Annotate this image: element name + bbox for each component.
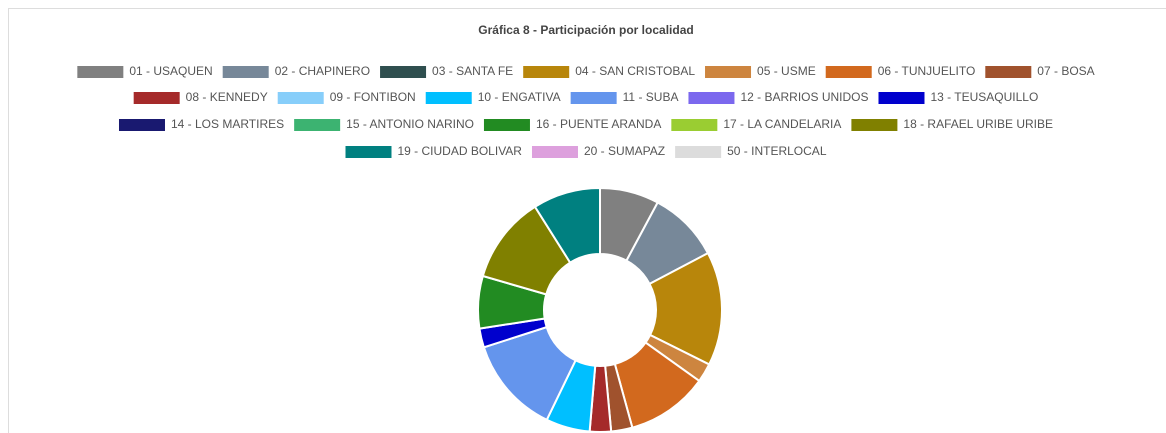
legend-label: 16 - PUENTE ARANDA: [536, 117, 661, 131]
legend-swatch: [671, 119, 718, 131]
legend-swatch: [523, 66, 570, 78]
legend-label: 08 - KENNEDY: [186, 90, 268, 104]
legend-label: 04 - SAN CRISTOBAL: [575, 64, 695, 78]
legend-row: 08 - KENNEDY 09 - FONTIBON 10 - ENGATIVA 11…: [133, 90, 1038, 104]
legend-label: 19 - CIUDAD BOLIVAR: [398, 144, 523, 158]
legend-swatch: [425, 92, 472, 104]
legend-label: 03 - SANTA FE: [432, 64, 513, 78]
legend-swatch: [77, 66, 124, 78]
donut-slice: [533, 186, 601, 264]
legend-label: 02 - CHAPINERO: [275, 64, 370, 78]
legend-label: 14 - LOS MARTIRES: [171, 117, 284, 131]
legend-swatch: [133, 92, 180, 104]
legend-label: 09 - FONTIBON: [330, 90, 416, 104]
legend-row: 14 - LOS MARTIRES 15 - ANTONIO NARINO 16 -…: [118, 117, 1053, 131]
legend-swatch: [825, 66, 872, 78]
legend-row: 19 - CIUDAD BOLIVAR 20 - SUMAPAZ 50 - INTE…: [345, 144, 827, 158]
legend-swatch: [483, 119, 530, 131]
legend-label: 05 - USME: [757, 64, 816, 78]
legend-label: 13 - TEUSAQUILLO: [930, 90, 1038, 104]
legend-label: 06 - TUNJUELITO: [878, 64, 976, 78]
legend-label: 10 - ENGATIVA: [478, 90, 561, 104]
legend-swatch: [277, 92, 324, 104]
legend-swatch: [570, 92, 617, 104]
legend-swatch: [688, 92, 735, 104]
legend-row: 01 - USAQUEN 02 - CHAPINERO 03 - SANTA FE 0…: [77, 64, 1095, 78]
legend-label: 17 - LA CANDELARIA: [723, 117, 841, 131]
legend-swatch: [380, 66, 427, 78]
legend-swatch: [985, 66, 1032, 78]
legend-swatch: [878, 92, 925, 104]
chart-title: Gráfica 8 - Participación por localidad: [478, 23, 693, 37]
legend-label: 20 - SUMAPAZ: [584, 144, 665, 158]
legend-label: 01 - USAQUEN: [129, 64, 212, 78]
legend-swatch: [851, 119, 898, 131]
legend-label: 50 - INTERLOCAL: [727, 144, 827, 158]
legend-swatch: [222, 66, 269, 78]
legend-swatch: [345, 146, 392, 158]
legend-swatch: [675, 146, 722, 158]
legend-swatch: [118, 119, 165, 131]
legend-swatch: [705, 66, 752, 78]
legend-swatch: [294, 119, 341, 131]
legend-label: 07 - BOSA: [1037, 64, 1094, 78]
legend-label: 15 - ANTONIO NARINO: [346, 117, 474, 131]
legend-label: 11 - SUBA: [623, 90, 679, 104]
legend-label: 12 - BARRIOS UNIDOS: [740, 90, 868, 104]
legend-label: 18 - RAFAEL URIBE URIBE: [903, 117, 1053, 131]
legend-swatch: [531, 146, 578, 158]
